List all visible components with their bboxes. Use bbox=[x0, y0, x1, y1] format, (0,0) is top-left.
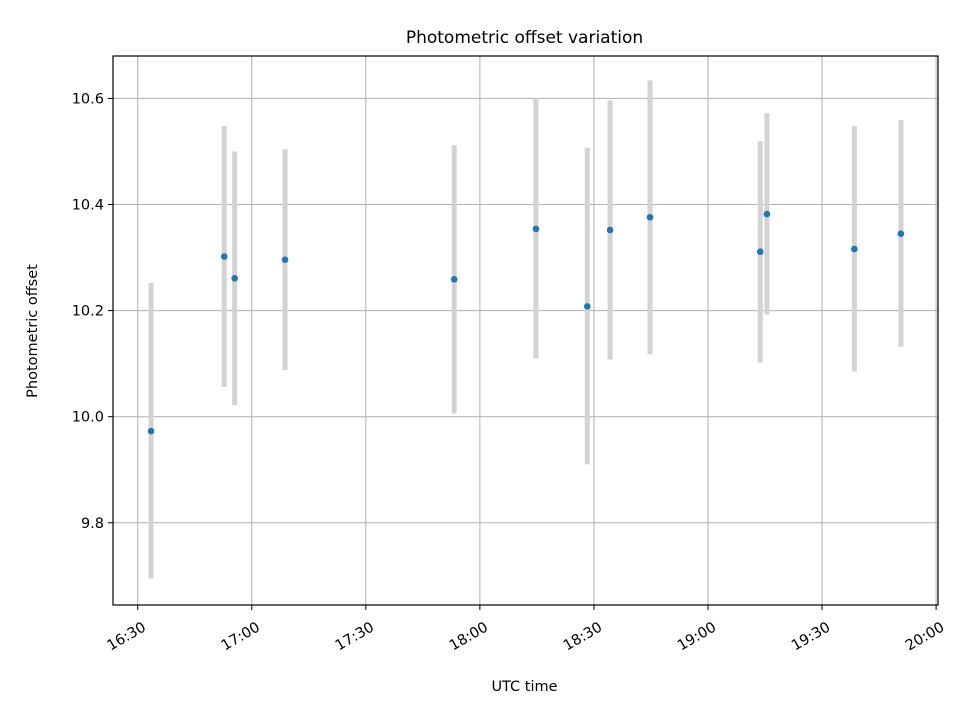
y-tick-label: 10.4 bbox=[72, 198, 104, 214]
data-point bbox=[220, 253, 228, 260]
error-bars bbox=[148, 80, 904, 579]
data-point bbox=[583, 303, 591, 310]
data-point bbox=[851, 245, 858, 253]
data-points bbox=[147, 210, 905, 435]
x-axis-ticks: 16:30 17:00 17:30 18:00 18:30 19:00 19:30 20:00 bbox=[105, 605, 947, 655]
x-tick-label: 18:30 bbox=[561, 620, 605, 655]
data-point bbox=[606, 226, 614, 234]
x-tick-label: 20:00 bbox=[903, 620, 947, 655]
data-point bbox=[532, 225, 540, 233]
data-point bbox=[147, 427, 155, 435]
x-tick-label: 17:30 bbox=[333, 620, 377, 655]
y-tick-label: 10.2 bbox=[72, 304, 104, 320]
x-axis-label: UTC time bbox=[491, 679, 557, 695]
y-tick-label: 9.8 bbox=[81, 516, 104, 532]
y-tick-label: 10.0 bbox=[72, 410, 104, 426]
grid bbox=[113, 56, 938, 605]
data-point bbox=[231, 274, 238, 282]
y-axis-label: Photometric offset bbox=[25, 264, 41, 398]
chart-title: Photometric offset variation bbox=[406, 28, 643, 48]
data-point bbox=[281, 256, 289, 263]
y-tick-label: 10.6 bbox=[72, 91, 104, 107]
x-tick-label: 17:00 bbox=[219, 620, 263, 655]
data-point bbox=[646, 213, 654, 221]
x-tick-label: 16:30 bbox=[105, 620, 149, 655]
x-tick-label: 18:00 bbox=[447, 620, 491, 655]
data-point bbox=[756, 248, 764, 256]
x-tick-label: 19:30 bbox=[789, 620, 833, 655]
data-point bbox=[763, 210, 771, 218]
data-point bbox=[450, 276, 458, 283]
x-tick-label: 19:00 bbox=[675, 620, 719, 655]
plot-frame bbox=[112, 55, 939, 606]
data-point bbox=[897, 230, 905, 237]
y-axis-ticks: 9.8 10.0 10.2 10.4 10.6 bbox=[72, 91, 113, 532]
